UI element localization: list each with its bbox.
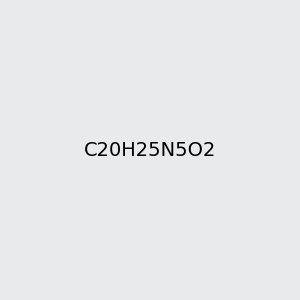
Text: C20H25N5O2: C20H25N5O2 — [84, 140, 216, 160]
